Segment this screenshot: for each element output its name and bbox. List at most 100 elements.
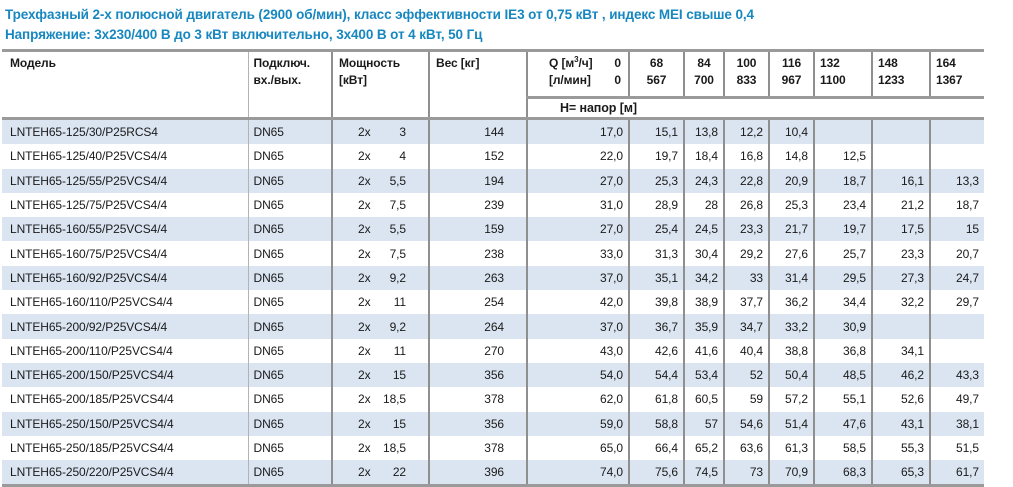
head-cell: 18,7	[813, 168, 872, 193]
head-cell: 33,2	[768, 314, 814, 339]
head-cell: 20,7	[929, 241, 984, 266]
head-cell: 54,4	[628, 362, 684, 388]
power-cell: 2x 9,2	[331, 314, 429, 339]
head-cell: 18,7	[929, 192, 984, 218]
model-cell: LNTEH65-200/185/P25VCS4/4	[10, 392, 174, 407]
head-cell: 39,8	[628, 290, 684, 315]
head-cell: 33	[723, 265, 769, 291]
head-cell: 58,5	[813, 435, 872, 461]
head-cell: 38,1	[929, 411, 984, 436]
head-cell: 73	[723, 460, 769, 487]
head-cell: 20,9	[768, 168, 814, 193]
power-cell: 2x 15	[331, 362, 429, 388]
head-cell: 24,5	[683, 217, 724, 242]
head-cell: 16,1	[871, 168, 930, 193]
power-value: 18,5	[383, 441, 406, 455]
head-cell: 23,3	[871, 241, 930, 266]
model-cell: LNTEH65-250/150/P25VCS4/4	[2, 411, 248, 436]
table-row: LNTEH65-200/185/P25VCS4/4 DN65 2x 18,5 37…	[2, 387, 984, 412]
head-cell: 42,0	[526, 290, 629, 315]
head-cell: 30,4	[683, 241, 724, 266]
power-value: 7,5	[389, 246, 406, 261]
head-cell: 30,9	[813, 314, 872, 339]
head-cell: 61,8	[628, 387, 684, 412]
power-value: 22	[392, 465, 406, 480]
model-cell: LNTEH65-250/220/P25VCS4/4	[2, 460, 248, 487]
head-cell: 35,9	[683, 314, 724, 339]
weight-cell: 356	[428, 411, 527, 436]
col-header-weight: Вес [кг]	[428, 49, 527, 120]
weight-cell: 378	[428, 387, 527, 412]
head-cell: 22,0	[526, 144, 629, 169]
flow-col-148: 148 1233	[871, 49, 930, 99]
head-row-label: Н= напор [м]	[526, 96, 984, 120]
head-cell: 32,2	[871, 290, 930, 315]
head-cell: 31,0	[526, 192, 629, 218]
head-cell: 29,2	[723, 241, 769, 266]
power-cell: 2x 22	[331, 460, 429, 487]
head-cell: 16,8	[723, 144, 769, 169]
power-prefix: 2x	[358, 295, 371, 310]
head-cell: 25,7	[813, 241, 872, 266]
table-row: LNTEH65-160/55/P25VCS4/4 DN65 2x 5,5 159 …	[2, 217, 984, 242]
head-cell: 63,6	[723, 435, 769, 461]
head-cell: 60,5	[683, 387, 724, 412]
head-cell: 21,7	[768, 217, 814, 242]
power-cell: 2x 7,5	[331, 241, 429, 266]
head-cell: 37,0	[526, 314, 629, 339]
model-cell: LNTEH65-160/92/P25VCS4/4	[2, 265, 248, 291]
col-header-power: Мощность [кВт]	[331, 49, 429, 120]
weight-cell: 144	[428, 118, 527, 145]
head-cell: 18,4	[683, 144, 724, 169]
model-cell: LNTEH65-200/150/P25VCS4/4	[2, 362, 248, 388]
power-value: 9,2	[389, 270, 406, 285]
head-cell: 23,4	[813, 192, 872, 218]
power-value: 15	[392, 416, 406, 431]
connection-cell: DN65	[247, 241, 332, 266]
power-cell: 2x 4	[331, 144, 429, 169]
head-cell	[871, 314, 930, 339]
head-cell: 25,3	[768, 192, 814, 218]
head-cell: 51,4	[768, 411, 814, 436]
connection-cell: DN65	[247, 265, 332, 291]
head-cell: 54,0	[526, 362, 629, 388]
head-cell: 34,1	[871, 338, 930, 363]
head-cell: 14,8	[768, 144, 814, 169]
table-row: LNTEH65-200/92/P25VCS4/4 DN65 2x 9,2 264 …	[2, 314, 984, 339]
table-row: LNTEH65-125/30/P25RCS4 DN65 2x 3 144 17,0…	[2, 118, 984, 145]
power-value: 9,2	[389, 319, 406, 334]
head-cell: 43,0	[526, 338, 629, 363]
head-cell: 51,5	[929, 435, 984, 461]
table-row: LNTEH65-125/40/P25VCS4/4 DN65 2x 4 152 22…	[2, 144, 984, 169]
head-cell: 62,0	[526, 387, 629, 412]
head-cell: 65,2	[683, 435, 724, 461]
connection-header-line1: Подключ.	[253, 56, 311, 70]
head-cell: 23,3	[723, 217, 769, 242]
power-cell: 2x 11	[331, 338, 429, 363]
table-row: LNTEH65-160/110/P25VCS4/4 DN65 2x 11 254 …	[2, 290, 984, 315]
power-cell: 2x 11	[331, 290, 429, 315]
head-cell: 21,2	[871, 192, 930, 218]
power-prefix: 2x	[358, 173, 371, 188]
model-cell: LNTEH65-160/110/P25VCS4/4	[10, 295, 173, 310]
head-cell: 28	[683, 192, 724, 218]
head-cell: 36,7	[628, 314, 684, 339]
flow-lmin-line: [л/мин] 0	[529, 72, 628, 89]
head-cell: 65,3	[871, 460, 930, 487]
table-row: LNTEH65-200/110/P25VCS4/4 DN65 2x 11 270 …	[2, 338, 984, 363]
power-prefix: 2x	[358, 465, 371, 480]
table-row: LNTEH65-250/220/P25VCS4/4 DN65 2x 22 396 …	[2, 460, 984, 487]
connection-cell: DN65	[247, 411, 332, 436]
head-cell: 68,3	[813, 460, 872, 487]
weight-cell: 159	[428, 217, 527, 242]
head-cell: 74,0	[526, 460, 629, 487]
table-row: LNTEH65-250/150/P25VCS4/4 DN65 2x 15 356 …	[2, 411, 984, 436]
power-value: 4	[399, 149, 406, 164]
table-header: Модель Подключ. вх./вых. Мощность [кВт] …	[2, 49, 984, 120]
table-row: LNTEH65-125/55/P25VCS4/4 DN65 2x 5,5 194 …	[2, 168, 984, 193]
power-cell: 2x 7,5	[331, 192, 429, 218]
power-value: 15	[392, 368, 406, 383]
weight-cell: 254	[428, 290, 527, 315]
connection-cell: DN65	[247, 118, 332, 145]
weight-cell: 356	[428, 362, 527, 388]
